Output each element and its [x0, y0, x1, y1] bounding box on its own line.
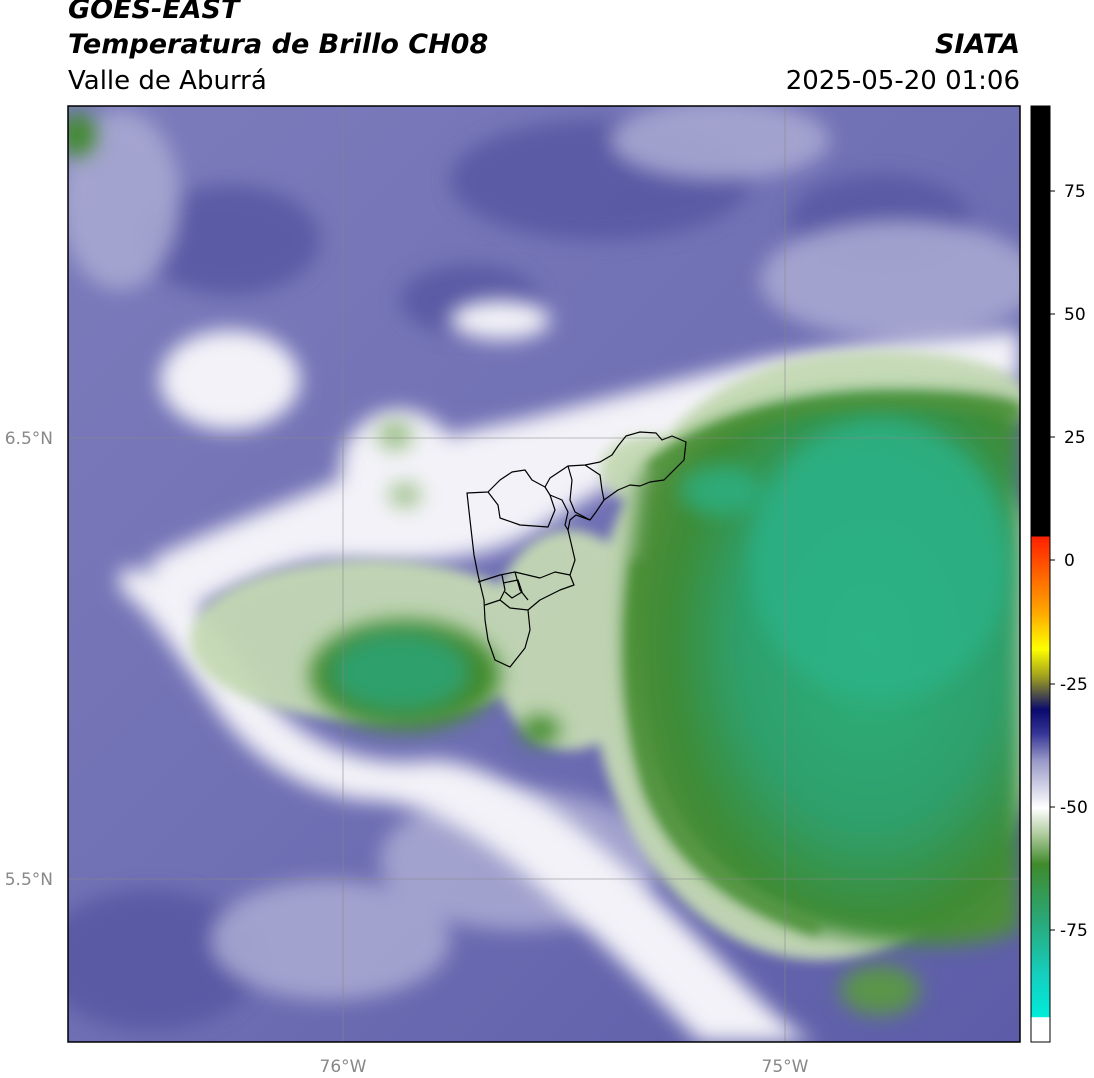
brightness-temperature-field	[68, 106, 1020, 1042]
lon-tick-label: 75°W	[762, 1057, 809, 1077]
timestamp-label: 2025-05-20 01:06	[785, 66, 1020, 96]
valle-de-aburra-municipal-boundaries	[466, 431, 687, 668]
municipal-boundary	[584, 464, 605, 501]
product-title: Temperatura de Brillo CH08	[68, 29, 489, 60]
colorbar-tick-label: -50	[1060, 798, 1088, 818]
municipal-boundary	[514, 571, 529, 601]
colorbar: 75 50 25 0 -25 -50 -75	[1030, 105, 1088, 1043]
colorbar-ramp	[1030, 105, 1051, 1043]
municipal-boundary	[502, 579, 523, 599]
municipal-boundary	[567, 465, 591, 521]
municipal-boundary	[487, 486, 556, 528]
colorbar-tick-label: 50	[1064, 305, 1086, 325]
municipal-boundary	[477, 571, 571, 583]
colorbar-tick-label: -75	[1060, 921, 1088, 941]
municipal-boundary	[484, 599, 501, 606]
colorbar-tick-label: 75	[1064, 182, 1086, 202]
colorbar-tick-label: 0	[1064, 551, 1075, 571]
lat-tick-label: 6.5°N	[5, 429, 53, 449]
organization-label: SIATA	[934, 29, 1020, 60]
lon-tick-label: 76°W	[320, 1057, 367, 1077]
municipal-boundary	[549, 494, 569, 531]
region-subtitle: Valle de Aburrá	[68, 66, 267, 96]
graticule	[68, 106, 1020, 1042]
map-frame	[67, 105, 1021, 1043]
lat-tick-label: 5.5°N	[5, 870, 53, 890]
colorbar-tick-label: 25	[1064, 428, 1086, 448]
colorbar-tick-label: -25	[1060, 675, 1088, 695]
satellite-title: GOES-EAST	[68, 0, 240, 25]
